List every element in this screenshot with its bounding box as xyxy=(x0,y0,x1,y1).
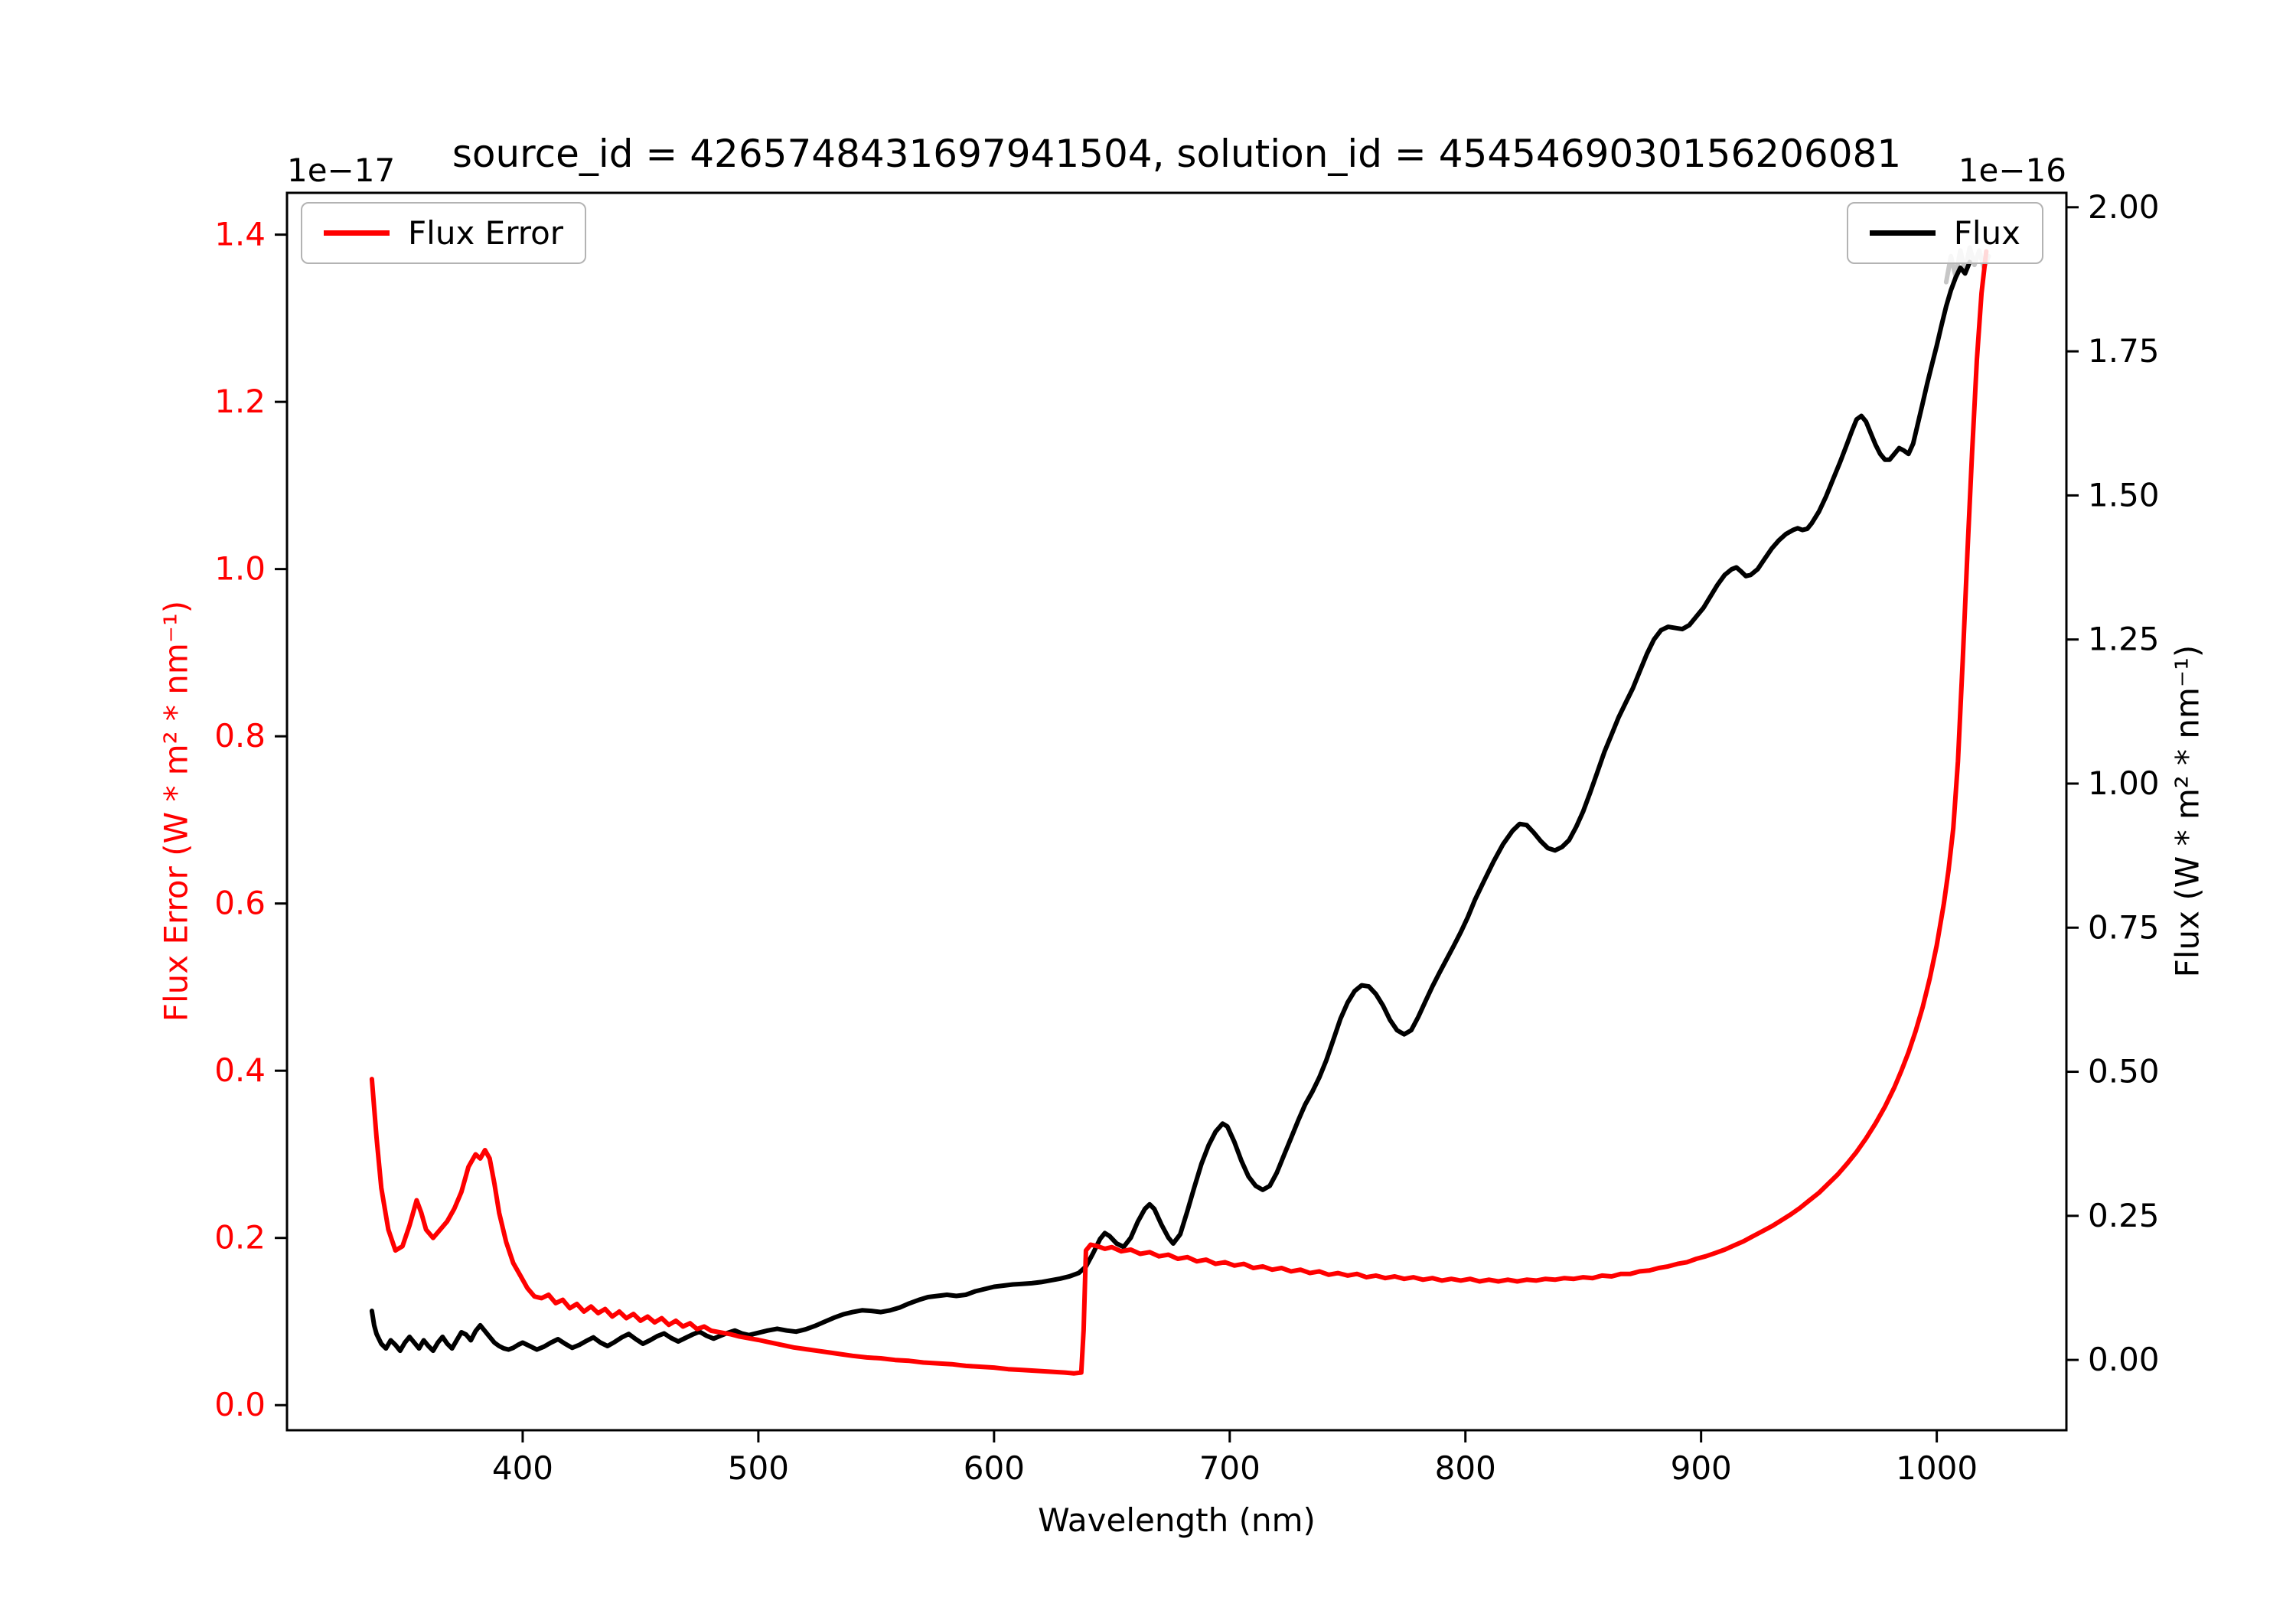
y-left-tick-label: 0.0 xyxy=(214,1386,266,1423)
y-left-tick-label: 1.0 xyxy=(214,550,266,588)
x-tick-label: 700 xyxy=(1199,1449,1261,1487)
y-left-offset-label: 1e−17 xyxy=(287,152,396,189)
y-right-tick-label: 0.25 xyxy=(2088,1197,2160,1234)
y-left-tick-label: 0.6 xyxy=(214,885,266,922)
legend-flux-error-label: Flux Error xyxy=(408,214,564,252)
x-tick-label: 400 xyxy=(492,1449,553,1487)
y-right-tick-label: 1.25 xyxy=(2088,621,2160,658)
series-flux xyxy=(369,259,1972,1354)
y-left-tick-label: 0.4 xyxy=(214,1051,266,1089)
x-tick-label: 1000 xyxy=(1896,1449,1978,1487)
y-left-tick-label: 0.8 xyxy=(214,717,266,755)
legend-flux: Flux xyxy=(1846,202,2043,264)
y-left-axis-label: Flux Error (W * m² * nm⁻¹) xyxy=(157,600,195,1022)
chart-title: source_id = 4265748431697941504, solutio… xyxy=(452,132,1902,176)
legend-flux-line xyxy=(1869,230,1936,236)
y-left-tick-label: 1.4 xyxy=(214,216,266,253)
legend-flux-error: Flux Error xyxy=(301,202,587,264)
legend-flux-error-line xyxy=(324,230,390,236)
y-left-tick-label: 0.2 xyxy=(214,1219,266,1257)
series-flux-error xyxy=(369,249,1989,1376)
axes-frame xyxy=(285,191,2068,1432)
y-right-tick-label: 2.00 xyxy=(2088,188,2160,226)
x-tick-label: 500 xyxy=(728,1449,789,1487)
y-right-offset-label: 1e−16 xyxy=(1958,152,2066,189)
x-tick-label: 800 xyxy=(1435,1449,1496,1487)
x-tick-label: 900 xyxy=(1671,1449,1732,1487)
legend-flux-label: Flux xyxy=(1953,214,2020,252)
y-right-tick-label: 0.50 xyxy=(2088,1053,2160,1090)
y-right-tick-label: 1.00 xyxy=(2088,764,2160,802)
x-axis-label: Wavelength (nm) xyxy=(1038,1501,1316,1539)
x-tick-label: 600 xyxy=(964,1449,1025,1487)
y-left-tick-label: 1.2 xyxy=(214,383,266,420)
y-right-axis-label: Flux (W * m² * nm⁻¹) xyxy=(2168,644,2206,978)
y-right-tick-label: 0.75 xyxy=(2088,908,2160,946)
y-right-tick-label: 1.50 xyxy=(2088,476,2160,513)
y-right-tick-label: 1.75 xyxy=(2088,332,2160,370)
y-right-tick-label: 0.00 xyxy=(2088,1341,2160,1378)
